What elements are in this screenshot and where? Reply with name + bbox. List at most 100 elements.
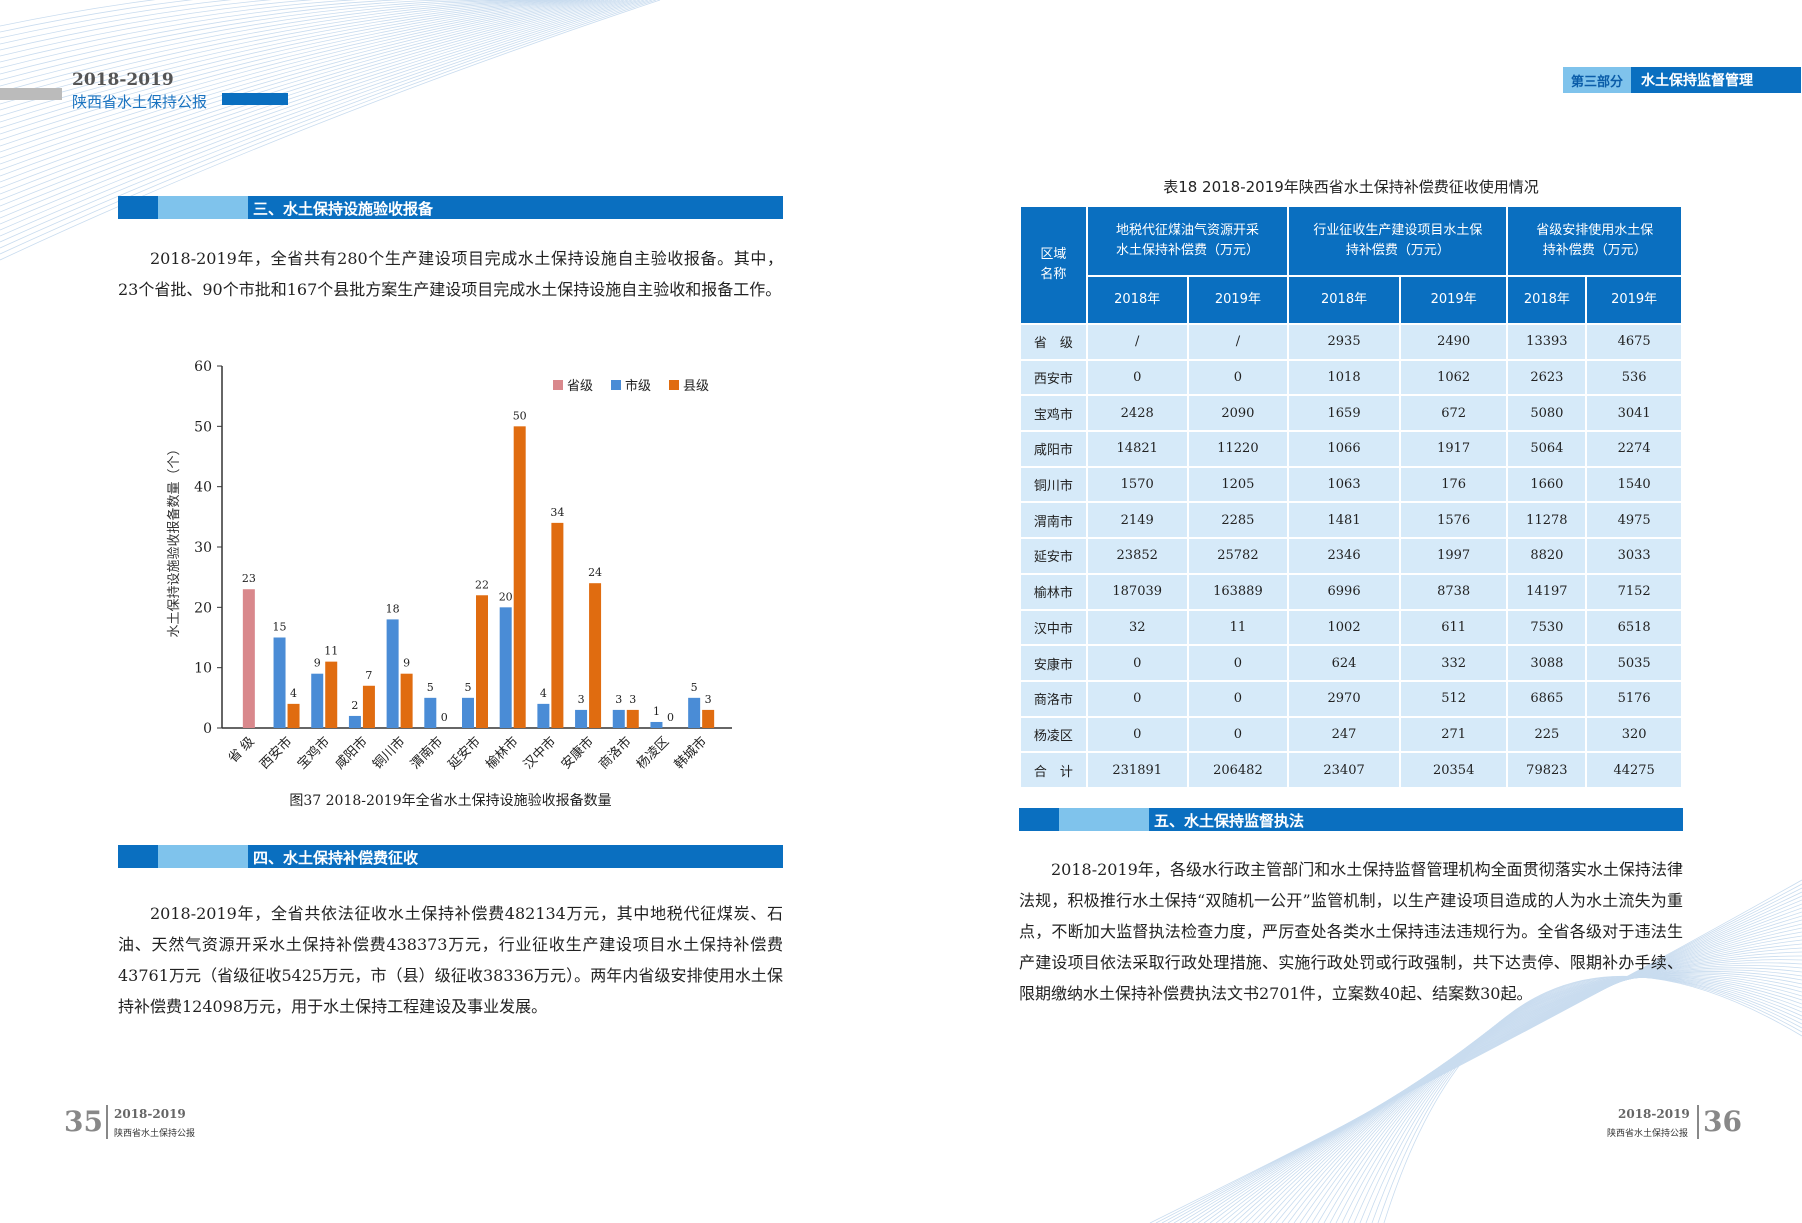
bar-县级	[589, 583, 602, 728]
y-tick-label: 30	[194, 540, 212, 556]
region-name-cell: 省 级	[1019, 323, 1088, 361]
x-tick-label: 咸阳市	[332, 734, 371, 773]
page-number-right: 36	[1703, 1105, 1742, 1138]
data-label: 9	[403, 657, 410, 670]
bar-市级	[462, 697, 474, 728]
group-header: 行业征收生产建设项目水土保持补偿费（万元）	[1287, 205, 1509, 277]
value-cell: 2149	[1085, 501, 1189, 540]
value-cell: 6996	[1287, 572, 1401, 611]
value-cell: 25782	[1186, 537, 1290, 575]
value-cell: 3033	[1585, 537, 1683, 575]
data-label: 3	[578, 693, 585, 706]
value-cell: 1018	[1287, 358, 1401, 397]
data-label: 20	[499, 590, 513, 603]
region-name-cell: 合 计	[1019, 751, 1088, 789]
region-name-cell: 西安市	[1019, 358, 1088, 397]
x-tick-label: 西安市	[256, 734, 295, 773]
region-name-cell: 杨凌区	[1019, 715, 1088, 754]
value-cell: 8820	[1506, 537, 1588, 575]
year-header: 2019年	[1585, 275, 1683, 325]
value-cell: 0	[1085, 715, 1189, 754]
value-cell: 14197	[1506, 572, 1588, 611]
bar-县级	[400, 673, 413, 728]
value-cell: 5035	[1585, 644, 1683, 682]
x-tick-label: 榆林市	[483, 734, 522, 773]
value-cell: 5176	[1585, 679, 1683, 718]
region-name-cell: 延安市	[1019, 537, 1088, 575]
value-cell: /	[1186, 323, 1290, 361]
footer-title-left: 陕西省水土保持公报	[114, 1129, 196, 1139]
data-label: 9	[314, 657, 321, 670]
value-cell: 7530	[1506, 608, 1588, 647]
table-row: 商洛市 0 0 2970 512 6865 5176	[1019, 679, 1683, 718]
value-cell: 0	[1085, 679, 1189, 718]
bar-市级	[273, 637, 286, 728]
table-row: 合 计 231891 206482 23407 20354 79823 44275	[1019, 751, 1683, 789]
x-tick-label: 省 级	[226, 734, 258, 766]
data-label: 3	[705, 693, 712, 706]
value-cell: 1997	[1398, 537, 1509, 575]
table-row: 宝鸡市 2428 2090 1659 672 5080 3041	[1019, 394, 1683, 433]
data-label: 3	[615, 693, 622, 706]
data-label: 5	[691, 681, 698, 694]
value-cell: 32	[1085, 608, 1189, 647]
value-cell: 23407	[1287, 751, 1401, 789]
region-name-cell: 铜川市	[1019, 465, 1088, 504]
value-cell: 0	[1186, 358, 1290, 397]
data-label: 5	[427, 681, 434, 694]
value-cell: 1540	[1585, 465, 1683, 504]
value-cell: 320	[1585, 715, 1683, 754]
value-cell: 4975	[1585, 501, 1683, 540]
value-cell: 79823	[1506, 751, 1588, 789]
region-name-cell: 渭南市	[1019, 501, 1088, 540]
x-tick-label: 渭南市	[407, 734, 446, 773]
data-label: 24	[588, 566, 602, 579]
data-label: 18	[386, 602, 400, 615]
value-cell: 163889	[1186, 572, 1290, 611]
bar-市级	[348, 715, 361, 728]
data-label: 0	[441, 711, 448, 724]
value-cell: 187039	[1085, 572, 1189, 611]
value-cell: 206482	[1186, 751, 1290, 789]
value-cell: 5080	[1506, 394, 1588, 433]
value-cell: /	[1085, 323, 1189, 361]
year-header: 2019年	[1398, 275, 1509, 325]
part-banner: 第三部分 水土保持监督管理	[1563, 67, 1802, 93]
bar-县级	[513, 426, 526, 728]
year-header: 2018年	[1085, 275, 1189, 325]
table-row: 西安市 0 0 1018 1062 2623 536	[1019, 358, 1683, 397]
header-blue-bar	[222, 93, 288, 105]
x-tick-label: 铜川市	[370, 734, 409, 773]
bar-市级	[612, 709, 625, 728]
x-tick-label: 杨凌区	[634, 734, 672, 772]
data-label: 50	[513, 409, 527, 422]
data-label: 1	[653, 705, 660, 718]
figure-caption: 图37 2018-2019年全省水土保持设施验收报备数量	[289, 793, 612, 809]
value-cell: 4675	[1585, 323, 1683, 361]
region-name-cell: 咸阳市	[1019, 430, 1088, 468]
y-tick-label: 0	[203, 721, 212, 737]
value-cell: 0	[1186, 715, 1290, 754]
value-cell: 8738	[1398, 572, 1509, 611]
value-cell: 536	[1585, 358, 1683, 397]
value-cell: 247	[1287, 715, 1401, 754]
bar-市级	[499, 607, 512, 728]
bar-市级	[575, 709, 588, 728]
data-label: 4	[540, 687, 547, 700]
compensation-fee-table: 区域名称 地税代征煤油气资源开采水土保持补偿费（万元） 行业征收生产建设项目水土…	[1019, 205, 1683, 789]
value-cell: 1660	[1506, 465, 1588, 504]
value-cell: 231891	[1085, 751, 1189, 789]
year-header: 2018年	[1287, 275, 1401, 325]
value-cell: 2623	[1506, 358, 1588, 397]
value-cell: 2428	[1085, 394, 1189, 433]
value-cell: 2285	[1186, 501, 1290, 540]
header-gray-bar	[0, 88, 62, 100]
value-cell: 0	[1186, 644, 1290, 682]
value-cell: 1062	[1398, 358, 1509, 397]
x-tick-label: 韩城市	[671, 734, 710, 773]
bar-县级	[702, 709, 715, 728]
section-heading-5: 五、水土保持监督执法	[1019, 808, 1683, 831]
value-cell: 13393	[1506, 323, 1588, 361]
value-cell: 2490	[1398, 323, 1509, 361]
x-tick-label: 汉中市	[520, 734, 559, 773]
